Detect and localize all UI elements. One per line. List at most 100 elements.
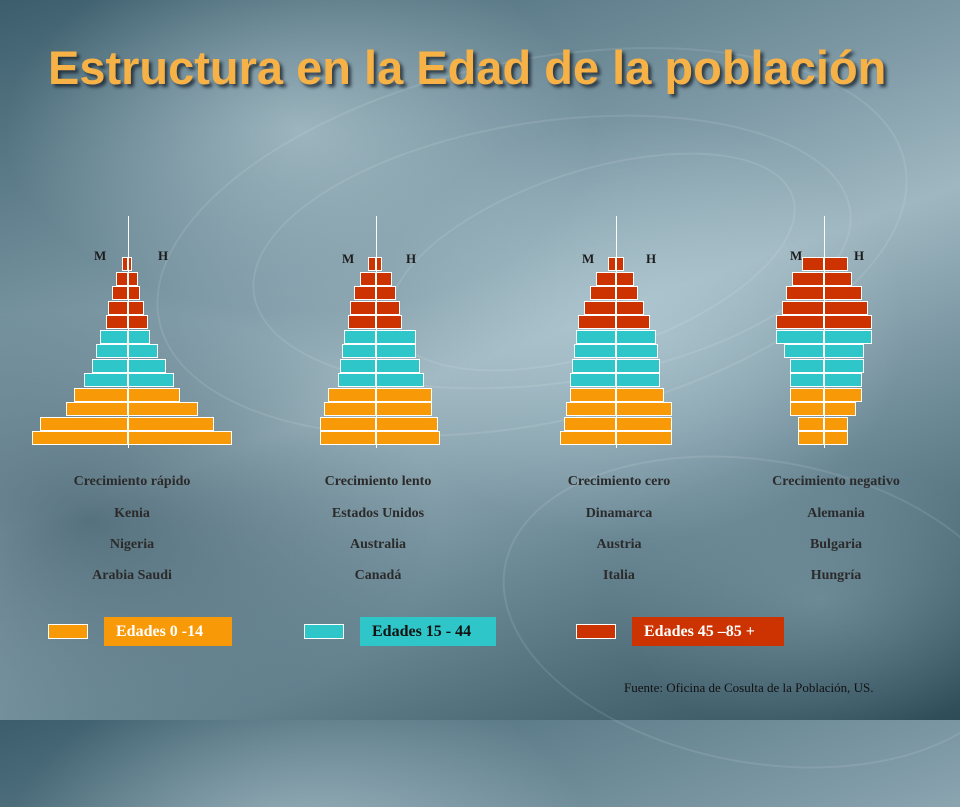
pyramid-bar-female <box>790 373 824 387</box>
pyramid-caption: Crecimiento cero <box>567 474 671 489</box>
pyramid-bar-female <box>790 358 824 373</box>
source-note: Fuente: Oficina de Cosulta de la Poblaci… <box>624 680 874 695</box>
pyramid-bar-male <box>376 329 416 344</box>
pyramid-bar-male <box>824 387 862 402</box>
pyramid-bar-male <box>128 257 132 271</box>
pyramid-bar-male <box>376 300 400 315</box>
pyramid-bar-male <box>128 271 138 286</box>
pyramid-bar-female <box>560 431 616 445</box>
pyramid-bar-female <box>792 271 824 286</box>
country-name: Nigeria <box>109 537 155 552</box>
pyramid-bar-female <box>576 329 616 344</box>
country-name: Estados Unidos <box>331 506 425 521</box>
pyramid-bar-female <box>578 315 616 329</box>
pyramid-bar-female <box>340 358 376 373</box>
pyramid-bar-male <box>128 315 148 329</box>
pyramid-bar-male <box>824 431 848 445</box>
legend-label: Edades 15 - 44 <box>360 617 496 646</box>
male-label: H <box>854 248 865 263</box>
pyramid-bar-female <box>100 329 128 344</box>
pyramid-bar-male <box>376 344 416 358</box>
pyramid-bar-male <box>376 286 396 300</box>
country-name: Kenia <box>114 506 150 521</box>
pyramid-bar-female <box>344 329 376 344</box>
pyramid-bar-male <box>376 416 438 431</box>
pyramid-bar-female <box>584 300 616 315</box>
pyramid-bar-female <box>590 286 616 300</box>
pyramid-bar-female <box>106 315 128 329</box>
female-label: M <box>94 248 107 263</box>
pyramid-bar-male <box>376 431 440 445</box>
pyramid-bar-male <box>824 358 864 373</box>
country-name: Italia <box>603 568 635 583</box>
pyramid-bar-female <box>570 387 616 402</box>
pyramid-bar-male <box>616 387 664 402</box>
pyramid-bar-female <box>566 402 616 416</box>
pyramid-bar-male <box>616 257 624 271</box>
pyramid-bar-female <box>572 358 616 373</box>
pyramid-bar-female <box>564 416 616 431</box>
female-label: M <box>790 248 803 263</box>
pyramid-bar-female <box>354 286 376 300</box>
pyramid-bar-female <box>92 358 128 373</box>
pyramid-bar-male <box>616 300 644 315</box>
country-name: Alemania <box>807 506 865 521</box>
pyramid-bar-male <box>376 315 402 329</box>
country-name: Bulgaria <box>809 537 863 552</box>
pyramid-bar-male <box>824 286 862 300</box>
pyramid-bar-female <box>348 315 376 329</box>
pyramid-bar-male <box>128 286 140 300</box>
legend-swatch <box>48 624 88 639</box>
country-name: Dinamarca <box>585 506 653 521</box>
legend-label: Edades 45 –85 + <box>632 617 784 646</box>
pyramid-bar-female <box>776 315 824 329</box>
pyramid-bar-male <box>616 402 672 416</box>
male-label: H <box>158 248 169 263</box>
pyramid-bar-male <box>128 402 198 416</box>
pyramid-bar-female <box>122 257 128 271</box>
pyramid-bar-male <box>616 286 638 300</box>
pyramid-bar-male <box>376 271 392 286</box>
pyramid-bar-female <box>320 416 376 431</box>
pyramid-bar-female <box>328 387 376 402</box>
pyramid-bar-male <box>616 271 634 286</box>
country-name: Arabia Saudi <box>92 568 172 583</box>
pyramid-bar-male <box>824 344 864 358</box>
male-label: H <box>406 251 417 266</box>
pyramid-bar-male <box>616 431 672 445</box>
pyramid-bar-male <box>376 402 432 416</box>
pyramid-bar-female <box>66 402 128 416</box>
pyramid-bar-male <box>128 344 158 358</box>
pyramid-bar-male <box>824 416 848 431</box>
legend-swatch <box>576 624 616 639</box>
pyramid-bar-male <box>128 431 232 445</box>
pyramid-bar-male <box>824 402 856 416</box>
pyramid-bar-male <box>824 300 868 315</box>
pyramid-bar-male <box>824 257 848 271</box>
pyramid-bar-female <box>342 344 376 358</box>
pyramid-bar-male <box>616 344 658 358</box>
pyramid-bar-female <box>784 344 824 358</box>
pyramid-bar-male <box>128 416 214 431</box>
pyramid-caption: Crecimiento negativo <box>772 474 900 489</box>
pyramid-bar-female <box>324 402 376 416</box>
legend-swatch <box>304 624 344 639</box>
pyramid-bar-male <box>616 373 660 387</box>
pyramid-bar-male <box>376 373 424 387</box>
pyramid-bar-female <box>608 257 616 271</box>
pyramid-bar-female <box>40 416 128 431</box>
pyramid-bar-female <box>570 373 616 387</box>
pyramid-bar-female <box>786 286 824 300</box>
pyramid-bar-female <box>798 416 824 431</box>
pyramid-bar-female <box>776 329 824 344</box>
pyramid-bar-female <box>368 257 376 271</box>
pyramid-bar-female <box>112 286 128 300</box>
pyramid-bar-male <box>616 315 650 329</box>
pyramid-bar-male <box>128 329 150 344</box>
pyramid-bar-male <box>824 329 872 344</box>
pyramid-bar-male <box>376 257 382 271</box>
page-title: Estructura en la Edad de la población <box>48 41 887 94</box>
population-pyramids: M H Crecimiento rápido Kenia Nigeria Arabia S… <box>32 248 900 583</box>
pyramid-bar-female <box>108 300 128 315</box>
pyramid-bar-female <box>782 300 824 315</box>
